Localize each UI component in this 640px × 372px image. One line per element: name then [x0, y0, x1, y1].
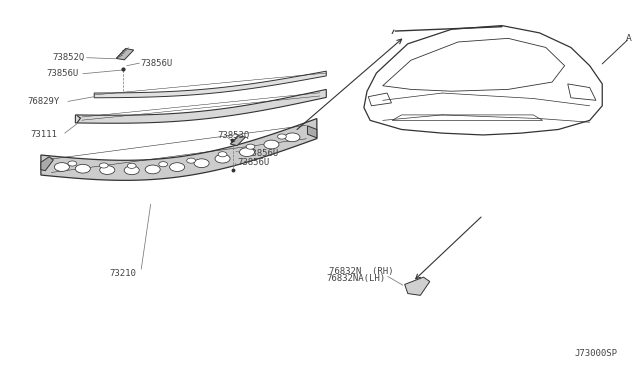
- Polygon shape: [41, 119, 317, 180]
- Circle shape: [285, 133, 300, 142]
- Circle shape: [100, 166, 115, 174]
- Circle shape: [215, 154, 230, 163]
- Text: 73210: 73210: [109, 269, 136, 278]
- Polygon shape: [76, 89, 326, 123]
- Circle shape: [127, 163, 136, 169]
- Circle shape: [99, 163, 108, 168]
- Text: 73856U: 73856U: [237, 158, 269, 167]
- Circle shape: [218, 152, 227, 157]
- Circle shape: [239, 148, 255, 157]
- Circle shape: [54, 163, 69, 171]
- Text: 76832NA(LH): 76832NA(LH): [326, 275, 385, 283]
- Text: A: A: [626, 34, 632, 43]
- Text: 73852Q: 73852Q: [52, 53, 84, 62]
- Text: 76832N  (RH): 76832N (RH): [330, 267, 394, 276]
- Circle shape: [187, 158, 195, 163]
- Circle shape: [145, 165, 160, 174]
- Text: 73853Q: 73853Q: [218, 131, 250, 140]
- Circle shape: [124, 166, 140, 174]
- Text: 73856U: 73856U: [246, 149, 278, 158]
- Circle shape: [68, 161, 77, 166]
- Circle shape: [170, 163, 185, 171]
- Polygon shape: [404, 277, 430, 295]
- Circle shape: [76, 164, 90, 173]
- Text: 73856U: 73856U: [140, 59, 172, 68]
- Polygon shape: [307, 126, 317, 138]
- Text: 76829Y: 76829Y: [27, 97, 60, 106]
- Text: 73111: 73111: [30, 130, 57, 139]
- Polygon shape: [41, 157, 54, 171]
- Circle shape: [159, 162, 168, 167]
- Circle shape: [278, 134, 286, 139]
- Circle shape: [194, 159, 209, 167]
- Polygon shape: [116, 49, 134, 60]
- Text: 73856U: 73856U: [46, 69, 78, 78]
- Text: J73000SP: J73000SP: [575, 349, 618, 358]
- Circle shape: [246, 144, 255, 149]
- Circle shape: [264, 140, 279, 149]
- Polygon shape: [230, 136, 245, 145]
- Polygon shape: [94, 71, 326, 98]
